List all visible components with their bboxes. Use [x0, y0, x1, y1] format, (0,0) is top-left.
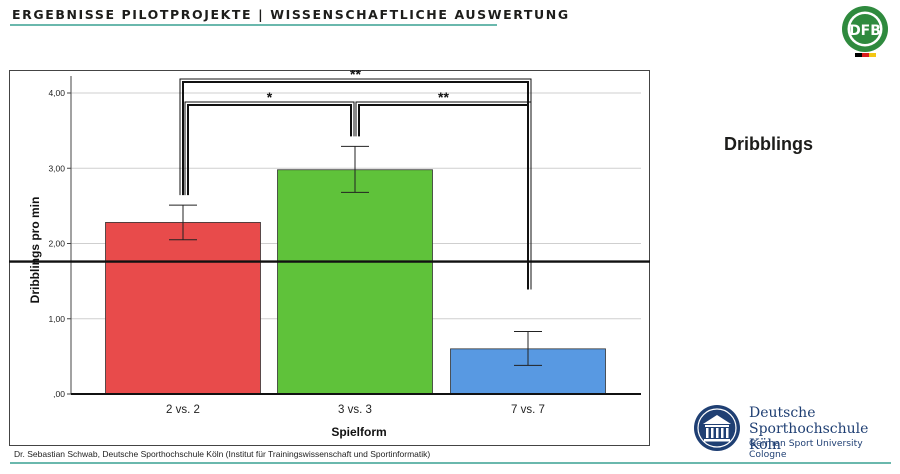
bar [277, 169, 433, 395]
tick-labels: ,00 1,00 2,00 3,00 4,00 2 vs. 2 3 vs. 3 7 vs. 7 [48, 88, 544, 416]
header-divider [10, 24, 497, 26]
footer-divider [10, 462, 891, 464]
dfb-logo-text: DFB [849, 23, 881, 39]
y-axis-label: Dribblings pro min [28, 197, 42, 304]
significance-brackets: *** ** [179, 66, 532, 290]
x-tick-label: 2 vs. 2 [166, 404, 200, 416]
y-tick-label: 4,00 [48, 88, 65, 98]
significance-bracket-outline [184, 101, 355, 196]
x-tick-label: 7 vs. 7 [511, 404, 545, 416]
significance-bracket [187, 104, 352, 196]
y-tick-label: 1,00 [48, 314, 65, 324]
y-tick-label: ,00 [53, 389, 65, 399]
significance-label: ** [350, 70, 361, 82]
x-axis-label: Spielform [331, 425, 386, 439]
y-tick-label: 2,00 [48, 239, 65, 249]
dshs-name-line1: Deutsche [749, 405, 816, 421]
dshs-name-line3: German Sport University Cologne [749, 438, 863, 460]
significance-label: ** [438, 89, 449, 105]
dshs-name-line2: Sporthochschule Köln [749, 421, 869, 453]
significance-bracket-outline [355, 101, 532, 290]
significance-label: * [267, 89, 273, 105]
section-title: Dribblings [724, 134, 813, 154]
dshs-logo: Deutsche Sporthochschule Köln German Spo… [693, 404, 893, 460]
footer-credit: Dr. Sebastian Schwab, Deutsche Sporthoch… [14, 449, 431, 459]
bar [105, 222, 261, 395]
error-bars [169, 145, 542, 366]
y-tick-label: 3,00 [48, 163, 65, 173]
x-tick-label: 3 vs. 3 [338, 404, 372, 416]
bars [71, 169, 641, 395]
significance-bracket [358, 104, 529, 290]
dfb-logo: DFB [840, 4, 890, 58]
page-header-title: ERGEBNISSE PILOTPROJEKTE | WISSENSCHAFTL… [12, 7, 570, 22]
